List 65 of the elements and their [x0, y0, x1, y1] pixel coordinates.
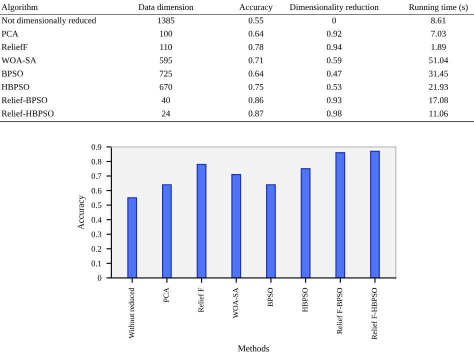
bar [231, 174, 242, 278]
y-tick-label: 0 [98, 275, 102, 281]
text: 0.55 [248, 17, 264, 24]
text: HBPSO [2, 84, 30, 90]
text: 725 [160, 70, 172, 77]
text: 24 [162, 110, 170, 116]
text: 0.94 [326, 44, 342, 50]
text: 0.92 [326, 30, 342, 37]
text: 0.87 [248, 110, 264, 116]
bar [162, 184, 172, 278]
text: 11.06 [430, 110, 448, 116]
text: PCA [2, 30, 18, 37]
text: 110 [160, 44, 172, 50]
text: 40 [162, 97, 170, 104]
bar [335, 152, 346, 278]
text: Relief-BPSO [2, 96, 48, 104]
text: Relief-HBPSO [2, 110, 54, 116]
bar [300, 168, 311, 278]
y-tick-label: 0.6 [92, 188, 102, 194]
bar [127, 197, 138, 278]
text: 0.75 [248, 84, 264, 90]
text: 0.93 [326, 97, 342, 104]
y-tick-label: 0.7 [92, 173, 102, 180]
text: 0.53 [326, 84, 342, 90]
y-tick-label: 0.8 [92, 158, 102, 164]
text: 7.03 [431, 30, 446, 37]
bar [370, 150, 380, 278]
category-label: Running time (s) [409, 4, 468, 12]
bar [196, 164, 206, 278]
category-label: Accuracy [239, 4, 273, 12]
text: 0.64 [248, 30, 264, 37]
text: 100 [160, 30, 172, 37]
text: 51.04 [429, 57, 448, 64]
y-tick-label: 0.5 [92, 202, 102, 208]
y-tick-label: 0.2 [92, 246, 102, 252]
text: 8.61 [431, 17, 446, 24]
text: 0.86 [248, 97, 264, 104]
y-tick-label: 0.4 [92, 217, 102, 223]
text: BPSO [2, 70, 23, 77]
bar [266, 184, 276, 278]
text: 0.78 [248, 44, 264, 50]
text: 0.47 [326, 70, 342, 77]
text: WOA-SA [1, 57, 36, 64]
text: 670 [160, 84, 172, 90]
text: 0 [332, 17, 336, 24]
text: 1385 [158, 17, 174, 24]
text: ReliefF [2, 44, 28, 50]
category-label: Data dimension [138, 4, 194, 10]
text: 0.71 [248, 57, 264, 64]
x-axis-title: Methods [238, 345, 270, 352]
text: 0.59 [326, 57, 342, 64]
text: 0.64 [248, 70, 264, 77]
text: 0.98 [326, 110, 342, 116]
text: 21.93 [428, 84, 448, 90]
text: 17.08 [429, 97, 448, 104]
category-label: Algorithm [2, 4, 38, 12]
text: 31.45 [429, 70, 448, 77]
y-axis-title: Accuracy [78, 195, 86, 230]
text: Not dimensionally reduced [2, 17, 96, 26]
y-tick-label: 0.1 [92, 260, 102, 266]
y-tick-label: 0.3 [92, 232, 102, 238]
category-label: Dimensionality reduction [290, 4, 379, 12]
y-tick-label: 0.9 [92, 144, 102, 150]
text: 1.89 [432, 44, 446, 50]
text: 595 [160, 57, 172, 64]
